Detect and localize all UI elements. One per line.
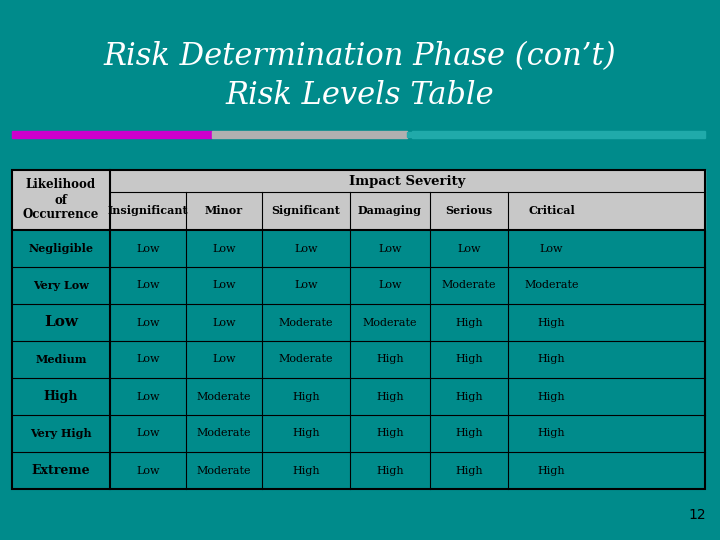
Text: Extreme: Extreme <box>32 464 90 477</box>
Text: High: High <box>538 354 565 364</box>
Text: Low: Low <box>457 244 481 253</box>
Text: High: High <box>538 318 565 327</box>
Text: Moderate: Moderate <box>279 318 333 327</box>
Bar <box>12 131 212 138</box>
Text: High: High <box>376 392 404 402</box>
Bar <box>12 170 705 230</box>
Text: Low: Low <box>136 392 160 402</box>
Text: High: High <box>455 465 483 476</box>
Bar <box>12 378 705 415</box>
Text: High: High <box>376 354 404 364</box>
Text: High: High <box>292 465 320 476</box>
Bar <box>212 131 407 138</box>
Text: Low: Low <box>212 244 235 253</box>
Text: High: High <box>376 429 404 438</box>
Text: Minor: Minor <box>205 206 243 217</box>
Text: High: High <box>455 318 483 327</box>
Text: Moderate: Moderate <box>197 429 251 438</box>
Text: Moderate: Moderate <box>363 318 418 327</box>
Text: Low: Low <box>212 318 235 327</box>
Text: High: High <box>455 392 483 402</box>
Text: Critical: Critical <box>528 206 575 217</box>
Text: Low: Low <box>378 244 402 253</box>
Text: Low: Low <box>212 280 235 291</box>
Text: Medium: Medium <box>35 354 86 365</box>
Text: Risk Determination Phase (con’t): Risk Determination Phase (con’t) <box>104 42 616 72</box>
Bar <box>412 131 705 138</box>
Text: Moderate: Moderate <box>524 280 579 291</box>
Text: 12: 12 <box>688 508 706 522</box>
Bar <box>12 452 705 489</box>
Text: Very High: Very High <box>30 428 92 439</box>
Text: Low: Low <box>136 354 160 364</box>
Text: Low: Low <box>136 280 160 291</box>
Text: Negligible: Negligible <box>29 243 94 254</box>
Text: High: High <box>292 429 320 438</box>
Text: Likelihood
of
Occurrence: Likelihood of Occurrence <box>23 179 99 221</box>
Text: Low: Low <box>136 244 160 253</box>
Bar <box>12 230 705 267</box>
Text: Low: Low <box>294 280 318 291</box>
Text: Low: Low <box>136 318 160 327</box>
Text: Low: Low <box>378 280 402 291</box>
Text: High: High <box>538 392 565 402</box>
Text: High: High <box>455 354 483 364</box>
Text: Low: Low <box>136 465 160 476</box>
Bar <box>12 415 705 452</box>
Bar <box>12 341 705 378</box>
Text: High: High <box>538 465 565 476</box>
Bar <box>12 267 705 304</box>
Text: High: High <box>292 392 320 402</box>
Text: Low: Low <box>540 244 563 253</box>
Text: Very Low: Very Low <box>33 280 89 291</box>
Text: Low: Low <box>212 354 235 364</box>
Text: High: High <box>376 465 404 476</box>
Text: Low: Low <box>294 244 318 253</box>
Text: Low: Low <box>44 315 78 329</box>
Text: High: High <box>455 429 483 438</box>
Text: High: High <box>44 390 78 403</box>
Text: Damaging: Damaging <box>358 206 422 217</box>
Bar <box>407 132 412 137</box>
Text: Insignificant: Insignificant <box>108 206 189 217</box>
Bar <box>12 170 705 489</box>
Text: Moderate: Moderate <box>197 392 251 402</box>
Text: Risk Levels Table: Risk Levels Table <box>225 79 495 111</box>
Text: Moderate: Moderate <box>279 354 333 364</box>
Text: Serious: Serious <box>446 206 492 217</box>
Text: Low: Low <box>136 429 160 438</box>
Text: Moderate: Moderate <box>197 465 251 476</box>
Bar <box>12 304 705 341</box>
Text: Impact Severity: Impact Severity <box>349 174 466 187</box>
Text: Moderate: Moderate <box>442 280 496 291</box>
Text: Significant: Significant <box>271 206 341 217</box>
Text: High: High <box>538 429 565 438</box>
